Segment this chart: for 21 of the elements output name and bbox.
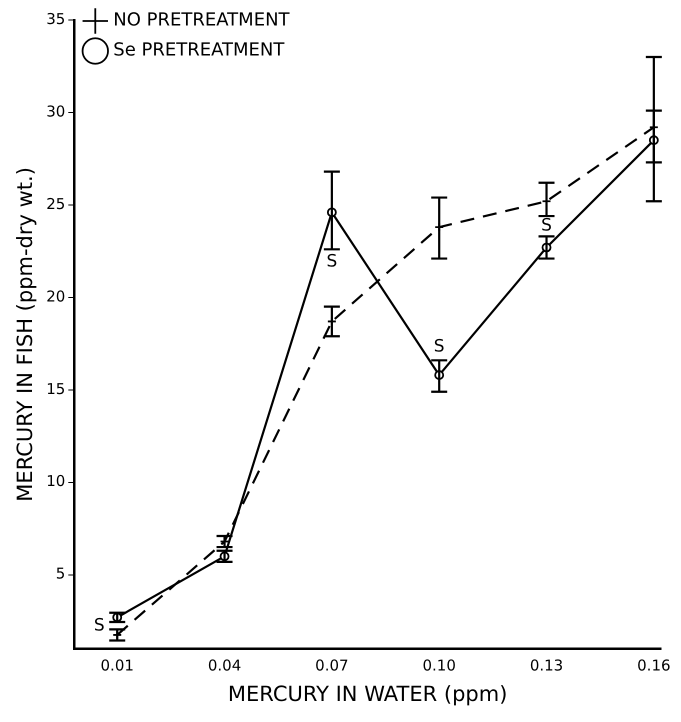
annotation: S: [326, 252, 338, 272]
legend-label: NO PRETREATMENT: [113, 10, 291, 31]
annotation: S: [434, 336, 445, 357]
x-axis-title: MERCURY IN WATER (ppm): [228, 682, 508, 706]
y-tick-label: 10: [46, 472, 66, 490]
y-tick-label: 30: [46, 102, 66, 120]
y-tick-label: 20: [46, 287, 66, 306]
x-tick-label: 0.16: [637, 656, 671, 675]
y-axis-title: MERCURY IN FISH (ppm-dry wt.): [13, 167, 38, 502]
x-tick-label: 0.07: [315, 656, 349, 675]
x-tick-label: 0.13: [530, 656, 564, 675]
legend-label: Se PRETREATMENT: [113, 40, 286, 61]
x-tick-label: 0.04: [208, 656, 242, 675]
y-tick-label: 15: [46, 380, 66, 398]
y-tick-label: 25: [46, 194, 66, 213]
y-tick-label: 5: [56, 564, 66, 583]
annotation: S: [94, 616, 105, 636]
x-tick-label: 0.01: [100, 656, 134, 675]
y-tick-label: 35: [46, 10, 66, 28]
annotation: S: [541, 216, 552, 236]
x-tick-label: 0.10: [422, 656, 456, 675]
